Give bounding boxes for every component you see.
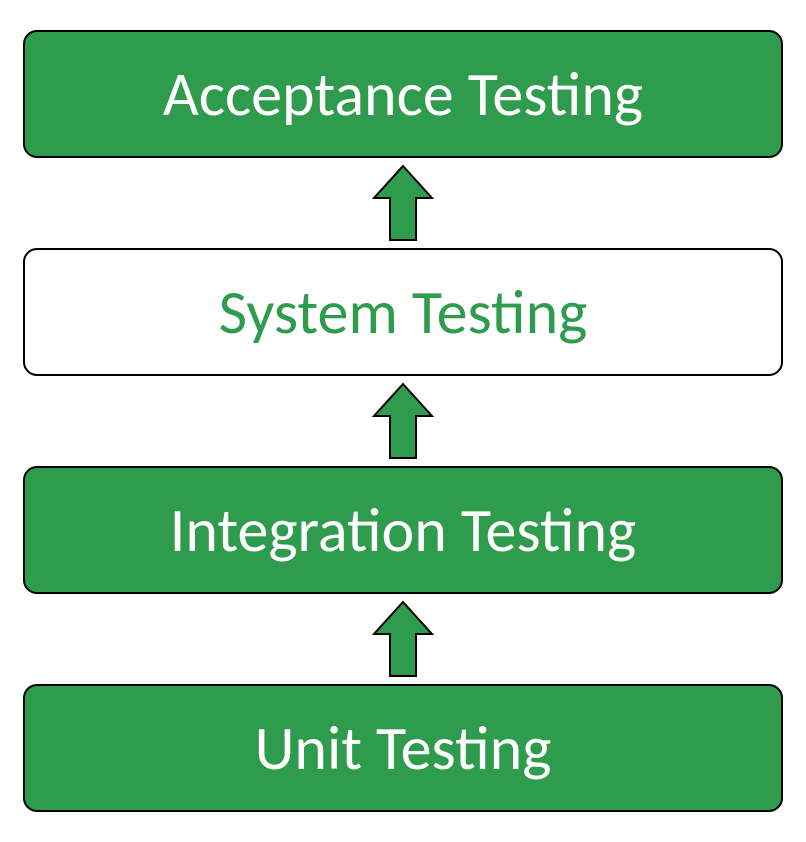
arrow-integration-to-system <box>20 382 786 460</box>
up-arrow-icon <box>372 600 434 678</box>
node-system: System Testing <box>23 248 783 376</box>
up-arrow-icon <box>372 164 434 242</box>
up-arrow-icon <box>372 382 434 460</box>
arrow-system-to-acceptance <box>20 164 786 242</box>
node-acceptance: Acceptance Testing <box>23 30 783 158</box>
node-unit: Unit Testing <box>23 684 783 812</box>
arrow-unit-to-integration <box>20 600 786 678</box>
node-integration: Integration Testing <box>23 466 783 594</box>
testing-levels-diagram: Acceptance Testing System Testing Integr… <box>0 0 806 842</box>
